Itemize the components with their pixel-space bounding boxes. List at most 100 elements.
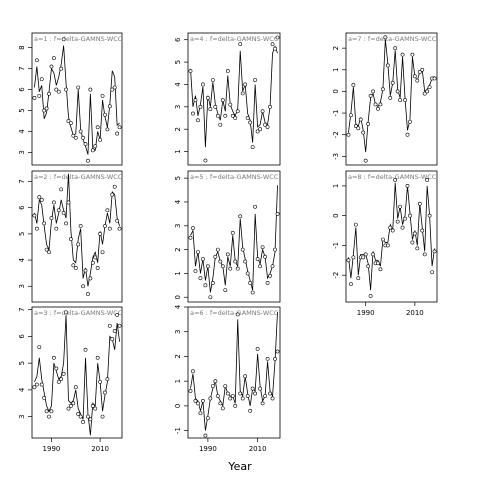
data-point-7-1986 xyxy=(353,124,358,128)
panel-label-4: a=4 : f=delta-GAMNS-WCC xyxy=(190,35,279,43)
data-point-6-2003 xyxy=(238,391,243,396)
data-point-3-2013 xyxy=(105,377,110,382)
data-point-8-2018 xyxy=(432,249,437,254)
data-point-4-1996 xyxy=(220,98,225,103)
data-point-2-2016 xyxy=(112,184,117,189)
data-point-5-2009 xyxy=(253,204,258,209)
x-tick-label-3-2010: 2010 xyxy=(91,445,109,453)
data-point-2-1984 xyxy=(34,226,39,231)
data-point-4-1987 xyxy=(198,104,203,109)
panel-label-5: a=5 : f=delta-GAMNS-WCC xyxy=(190,173,279,181)
data-point-8-2008 xyxy=(408,213,412,218)
data-point-3-1987 xyxy=(42,395,47,400)
data-point-8-2012 xyxy=(417,201,422,206)
data-point-3-2011 xyxy=(100,414,105,419)
data-point-1-1994 xyxy=(59,66,64,71)
data-point-7-2016 xyxy=(427,85,432,89)
panel-frame-4 xyxy=(187,32,281,166)
data-point-5-2000 xyxy=(230,231,235,235)
data-point-6-2014 xyxy=(265,357,270,361)
data-point-7-2011 xyxy=(415,78,420,83)
y-tick-label-2-4: 4 xyxy=(18,257,26,262)
data-point-7-1997 xyxy=(380,87,385,92)
data-point-8-1993 xyxy=(371,252,375,257)
panel-frame-1 xyxy=(31,32,123,166)
data-point-8-1984 xyxy=(349,282,353,287)
data-point-7-2004 xyxy=(398,98,403,102)
data-point-6-1984 xyxy=(191,369,195,374)
x-tick-label-8-1990: 1990 xyxy=(357,309,375,317)
data-point-3-2010 xyxy=(98,379,103,384)
data-point-4-1990 xyxy=(205,95,210,100)
data-point-1-1991 xyxy=(51,56,56,61)
data-point-3-2000 xyxy=(73,385,78,390)
data-point-3-2006 xyxy=(88,417,93,422)
y-tick-label-8-0: 0 xyxy=(332,213,340,217)
data-point-6-2010 xyxy=(255,347,260,351)
data-point-2-2004 xyxy=(83,268,88,273)
data-point-6-2017 xyxy=(273,357,277,361)
data-point-6-1997 xyxy=(223,384,228,388)
y-tick-label-1-4: 4 xyxy=(18,129,26,134)
data-point-3-1992 xyxy=(54,366,59,371)
data-point-5-2014 xyxy=(265,281,270,285)
data-point-4-1997 xyxy=(223,113,228,118)
data-point-4-2003 xyxy=(238,42,243,47)
data-point-2-1990 xyxy=(49,216,54,221)
data-point-2-2009 xyxy=(95,266,100,270)
data-point-4-1995 xyxy=(218,122,223,127)
data-point-2-2011 xyxy=(100,250,105,255)
panel-frame-7 xyxy=(345,32,438,166)
data-point-7-2018 xyxy=(432,76,437,81)
data-point-3-2001 xyxy=(76,412,81,416)
data-point-5-2002 xyxy=(235,266,240,271)
data-point-6-2009 xyxy=(253,391,258,396)
data-point-4-2009 xyxy=(253,78,258,82)
data-point-8-1990 xyxy=(363,252,368,257)
data-point-7-1999 xyxy=(385,63,390,68)
y-tick-label-5-3: 3 xyxy=(174,224,182,228)
data-point-3-1993 xyxy=(56,379,61,384)
data-point-4-2017 xyxy=(273,46,277,51)
data-point-3-1994 xyxy=(59,377,64,382)
data-point-6-2004 xyxy=(240,396,245,401)
data-point-1-2000 xyxy=(73,135,78,140)
data-point-6-1986 xyxy=(196,401,200,406)
data-point-6-2005 xyxy=(243,374,248,379)
data-point-6-1991 xyxy=(208,396,213,401)
data-point-7-2001 xyxy=(390,80,395,85)
data-point-4-2013 xyxy=(263,122,267,127)
data-point-1-2007 xyxy=(90,148,95,153)
data-point-8-1992 xyxy=(368,294,373,298)
data-point-1-1992 xyxy=(54,87,59,92)
data-point-7-2008 xyxy=(408,119,412,124)
y-tick-label-7--2: -2 xyxy=(332,131,340,138)
x-axis-title: Year xyxy=(227,460,252,473)
data-point-7-1983 xyxy=(346,132,351,137)
data-point-1-1984 xyxy=(34,58,39,63)
data-point-5-1995 xyxy=(218,259,223,264)
data-point-3-1983 xyxy=(32,385,37,390)
data-point-7-2010 xyxy=(412,74,417,79)
data-point-6-1998 xyxy=(225,391,230,396)
data-point-7-2006 xyxy=(403,98,407,102)
y-tick-label-6-0: 0 xyxy=(174,404,182,408)
y-tick-label-6-4: 4 xyxy=(174,304,182,309)
data-point-3-2004 xyxy=(83,347,88,352)
data-point-5-1992 xyxy=(210,281,215,285)
data-point-7-1985 xyxy=(351,83,356,87)
panel-frame-2 xyxy=(31,170,123,303)
data-point-7-1995 xyxy=(376,106,380,111)
data-point-1-2016 xyxy=(112,85,117,90)
data-point-1-1993 xyxy=(56,89,61,94)
y-tick-label-3-5: 5 xyxy=(18,361,26,365)
data-point-6-2001 xyxy=(233,403,238,408)
data-point-7-2003 xyxy=(395,89,400,94)
data-point-7-1993 xyxy=(371,89,375,94)
data-point-2-1989 xyxy=(47,250,51,255)
data-point-4-2007 xyxy=(248,120,253,125)
data-point-2-1988 xyxy=(44,247,49,252)
data-point-8-1983 xyxy=(346,258,351,263)
data-point-2-1997 xyxy=(66,200,71,205)
panel-frame-8 xyxy=(345,170,438,303)
